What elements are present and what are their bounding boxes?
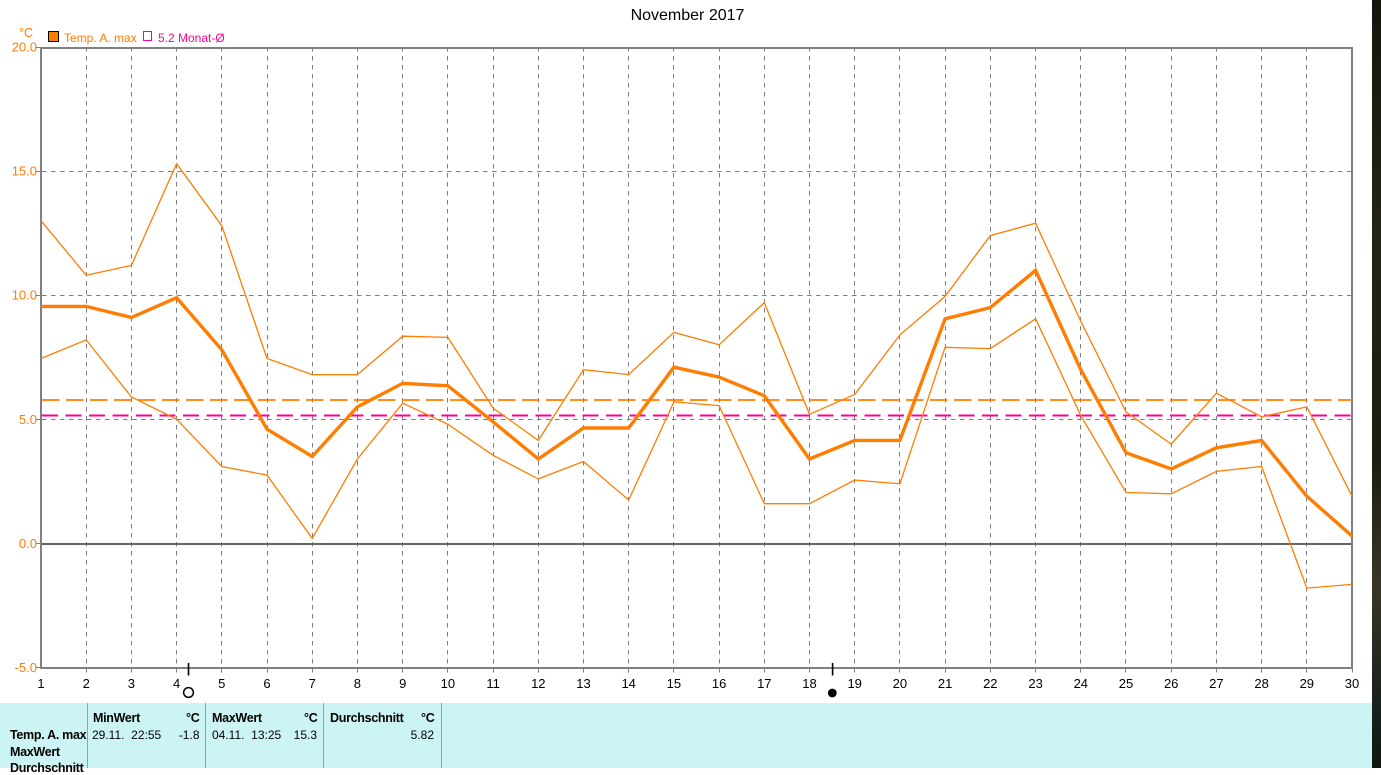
svg-text:6: 6 [263, 676, 270, 691]
svg-text:12: 12 [531, 676, 545, 691]
svg-text:13: 13 [576, 676, 590, 691]
svg-text:8: 8 [354, 676, 361, 691]
svg-text:2: 2 [83, 676, 90, 691]
svg-text:10.0: 10.0 [12, 288, 37, 303]
svg-text:5: 5 [218, 676, 225, 691]
svg-text:3: 3 [128, 676, 135, 691]
svg-text:17: 17 [757, 676, 771, 691]
svg-text:22: 22 [983, 676, 997, 691]
svg-text:1: 1 [37, 676, 44, 691]
svg-text:5.0: 5.0 [19, 412, 37, 427]
svg-text:20: 20 [893, 676, 907, 691]
svg-text:28: 28 [1254, 676, 1268, 691]
svg-text:4: 4 [173, 676, 180, 691]
svg-text:29: 29 [1300, 676, 1314, 691]
svg-text:-5.0: -5.0 [15, 660, 37, 675]
svg-text:16: 16 [712, 676, 726, 691]
svg-text:15.0: 15.0 [12, 164, 37, 179]
svg-text:15: 15 [667, 676, 681, 691]
svg-text:19: 19 [847, 676, 861, 691]
svg-text:23: 23 [1028, 676, 1042, 691]
svg-text:18: 18 [802, 676, 816, 691]
svg-text:10: 10 [441, 676, 455, 691]
svg-text:0.0: 0.0 [19, 536, 37, 551]
svg-text:26: 26 [1164, 676, 1178, 691]
svg-text:20.0: 20.0 [12, 40, 37, 55]
svg-text:25: 25 [1119, 676, 1133, 691]
svg-text:27: 27 [1209, 676, 1223, 691]
svg-text:11: 11 [486, 676, 500, 691]
svg-text:9: 9 [399, 676, 406, 691]
svg-text:30: 30 [1345, 676, 1359, 691]
svg-text:21: 21 [938, 676, 952, 691]
svg-text:14: 14 [621, 676, 635, 691]
svg-text:7: 7 [309, 676, 316, 691]
svg-text:24: 24 [1074, 676, 1088, 691]
